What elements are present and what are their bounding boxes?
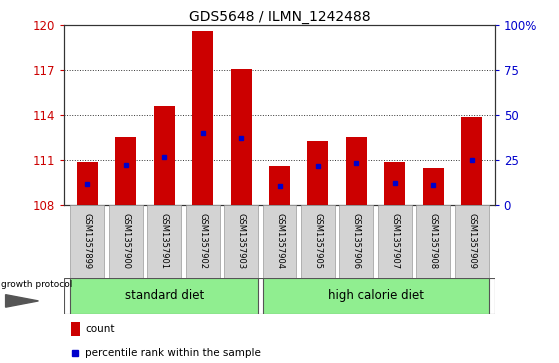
Text: high calorie diet: high calorie diet: [328, 289, 424, 302]
Bar: [192, 30, 213, 205]
FancyBboxPatch shape: [70, 205, 104, 278]
Text: GSM1357905: GSM1357905: [314, 213, 323, 269]
Bar: [346, 137, 367, 205]
FancyBboxPatch shape: [64, 278, 495, 314]
FancyBboxPatch shape: [109, 205, 143, 278]
Text: GSM1357902: GSM1357902: [198, 213, 207, 269]
FancyBboxPatch shape: [70, 278, 258, 314]
Text: GSM1357907: GSM1357907: [390, 213, 399, 269]
FancyBboxPatch shape: [416, 205, 450, 278]
FancyBboxPatch shape: [263, 205, 296, 278]
FancyBboxPatch shape: [148, 205, 181, 278]
Text: count: count: [85, 324, 115, 334]
Bar: [461, 118, 482, 205]
Text: GSM1357900: GSM1357900: [121, 213, 130, 269]
FancyBboxPatch shape: [339, 205, 373, 278]
Text: GSM1357901: GSM1357901: [160, 213, 169, 269]
FancyBboxPatch shape: [263, 278, 489, 314]
Bar: [77, 162, 98, 205]
FancyBboxPatch shape: [301, 205, 335, 278]
FancyBboxPatch shape: [378, 205, 411, 278]
Text: growth protocol: growth protocol: [1, 280, 73, 289]
FancyBboxPatch shape: [224, 205, 258, 278]
FancyBboxPatch shape: [455, 205, 489, 278]
Text: percentile rank within the sample: percentile rank within the sample: [85, 348, 261, 358]
Text: standard diet: standard diet: [125, 289, 204, 302]
Bar: [384, 162, 405, 205]
Text: GSM1357899: GSM1357899: [83, 213, 92, 269]
Bar: [269, 166, 290, 205]
Bar: [154, 106, 175, 205]
Bar: [423, 168, 444, 205]
Text: GSM1357904: GSM1357904: [275, 213, 284, 269]
Title: GDS5648 / ILMN_1242488: GDS5648 / ILMN_1242488: [189, 11, 370, 24]
Text: GSM1357909: GSM1357909: [467, 213, 476, 269]
Bar: [230, 69, 252, 205]
FancyBboxPatch shape: [186, 205, 220, 278]
Text: GSM1357903: GSM1357903: [236, 213, 245, 269]
Bar: [307, 141, 329, 205]
Polygon shape: [6, 295, 39, 307]
Text: GSM1357906: GSM1357906: [352, 213, 361, 269]
Bar: [115, 137, 136, 205]
Text: GSM1357908: GSM1357908: [429, 213, 438, 269]
Bar: [71, 322, 80, 336]
